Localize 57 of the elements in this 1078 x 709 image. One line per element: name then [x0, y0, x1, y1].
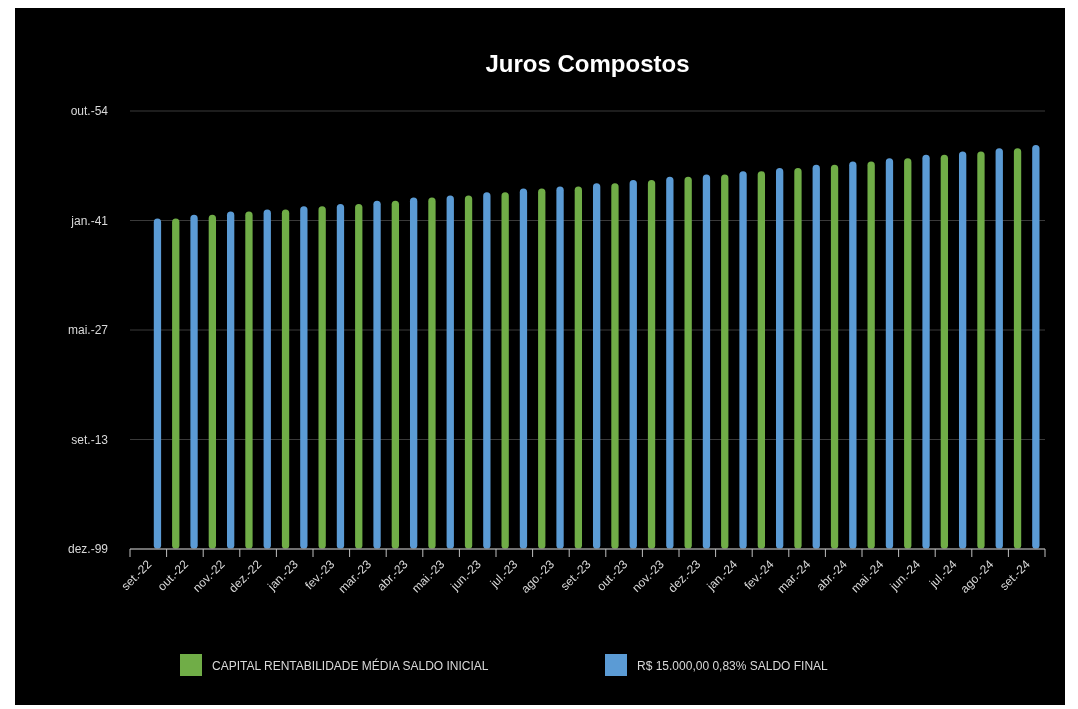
bar	[977, 151, 985, 549]
bar	[446, 195, 454, 549]
bar	[958, 151, 967, 549]
text: dez.-99	[67, 542, 109, 556]
bar	[922, 154, 930, 549]
bar	[904, 158, 912, 549]
bar	[501, 192, 509, 549]
bar	[373, 200, 381, 549]
bar	[464, 195, 473, 549]
bar	[775, 167, 784, 549]
bar	[391, 200, 400, 549]
bar	[574, 186, 583, 549]
bar	[849, 161, 857, 549]
bar	[556, 186, 564, 549]
legend-label: R$ 15.000,00 0,83% SALDO FINAL	[637, 659, 829, 673]
bar	[428, 197, 436, 549]
bar	[684, 176, 692, 549]
bar	[336, 203, 345, 549]
bar	[739, 171, 747, 549]
bar	[611, 183, 619, 549]
bar	[757, 171, 766, 549]
bar	[940, 154, 949, 549]
bar	[538, 188, 546, 549]
bar	[794, 167, 802, 549]
bar	[1032, 144, 1040, 549]
bar	[721, 174, 729, 549]
bar	[226, 211, 235, 549]
bar	[281, 209, 290, 549]
bar	[519, 188, 528, 549]
bar	[1013, 148, 1022, 549]
bar	[702, 174, 711, 549]
bar	[208, 214, 217, 549]
bar	[318, 206, 326, 549]
legend-label: CAPITAL RENTABILIDADE MÉDIA SALDO INICIAL	[212, 658, 489, 673]
bar	[885, 158, 894, 549]
chart-title: Juros Compostos	[485, 50, 690, 77]
bar	[355, 203, 363, 549]
text: mai.-27	[67, 323, 109, 337]
bar	[409, 197, 418, 549]
bar	[245, 211, 253, 549]
bar	[830, 164, 839, 549]
bar	[483, 192, 491, 549]
text: jan.-41	[70, 213, 109, 228]
bar	[812, 164, 820, 549]
bar	[995, 148, 1003, 549]
text: set.-13	[71, 432, 109, 447]
bar	[172, 218, 180, 549]
bar	[867, 161, 875, 549]
bar	[666, 176, 674, 549]
bar	[647, 180, 656, 549]
bar	[629, 180, 637, 549]
bar	[153, 218, 162, 549]
bar	[190, 214, 198, 549]
bar	[300, 206, 308, 549]
text: out.-54	[70, 104, 109, 118]
bar	[263, 209, 271, 549]
bar	[592, 183, 601, 549]
